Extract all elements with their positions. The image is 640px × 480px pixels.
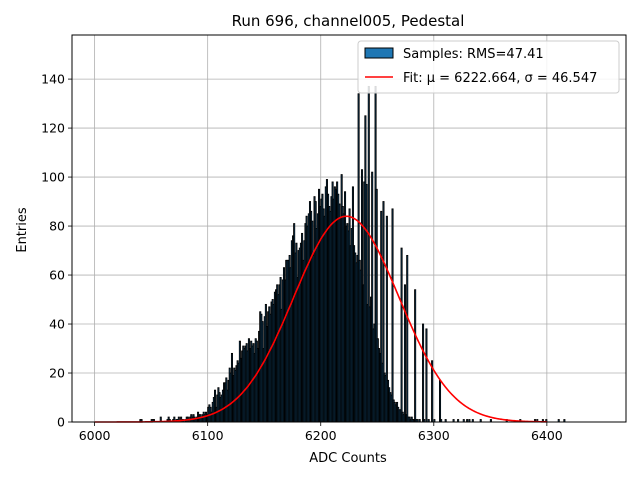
- histogram-bar: [431, 360, 434, 423]
- legend: Samples: RMS=47.41 Fit: μ = 6222.664, σ …: [357, 40, 620, 94]
- y-axis-ticks: 0 20 40 60 80 100 120 140: [41, 72, 72, 430]
- y-tick-label: 20: [49, 366, 65, 381]
- y-tick-label: 100: [41, 170, 65, 185]
- y-axis-label: Entries: [15, 207, 30, 253]
- x-tick-label: 6000: [79, 428, 111, 443]
- y-tick-label: 140: [41, 72, 65, 87]
- histogram-bar: [400, 247, 403, 423]
- histogram-bar: [425, 328, 428, 423]
- histogram-bar: [438, 379, 442, 423]
- y-tick-label: 120: [41, 121, 65, 136]
- chart-title: Run 696, channel005, Pedestal: [232, 12, 465, 30]
- x-axis-ticks: 6000 6100 6200 6300 6400: [79, 422, 563, 443]
- x-tick-label: 6200: [305, 428, 337, 443]
- plot-frame: [71, 34, 627, 423]
- legend-fit-label: Fit: μ = 6222.664, σ = 46.547: [403, 71, 597, 86]
- histogram-bar: [406, 254, 409, 423]
- histogram-bar: [414, 289, 417, 423]
- histogram-bar: [391, 208, 394, 423]
- x-tick-label: 6300: [418, 428, 450, 443]
- y-tick-label: 40: [49, 317, 65, 332]
- plot-area: 6000 6100 6200 6300 6400 0 20 40 60 80 100 120 140: [41, 34, 627, 443]
- x-axis-label: ADC Counts: [309, 451, 387, 466]
- legend-samples-swatch: [364, 47, 394, 59]
- gaussian-fit-curve: [94, 215, 547, 423]
- y-tick-label: 80: [49, 219, 65, 234]
- histogram-bar: [403, 284, 406, 423]
- y-tick-label: 0: [57, 415, 65, 430]
- legend-box: [357, 40, 620, 94]
- x-tick-label: 6400: [531, 428, 563, 443]
- histogram-bar: [422, 323, 425, 423]
- x-tick-label: 6100: [192, 428, 224, 443]
- y-tick-label: 60: [49, 268, 65, 283]
- legend-samples-label: Samples: RMS=47.41: [403, 47, 544, 62]
